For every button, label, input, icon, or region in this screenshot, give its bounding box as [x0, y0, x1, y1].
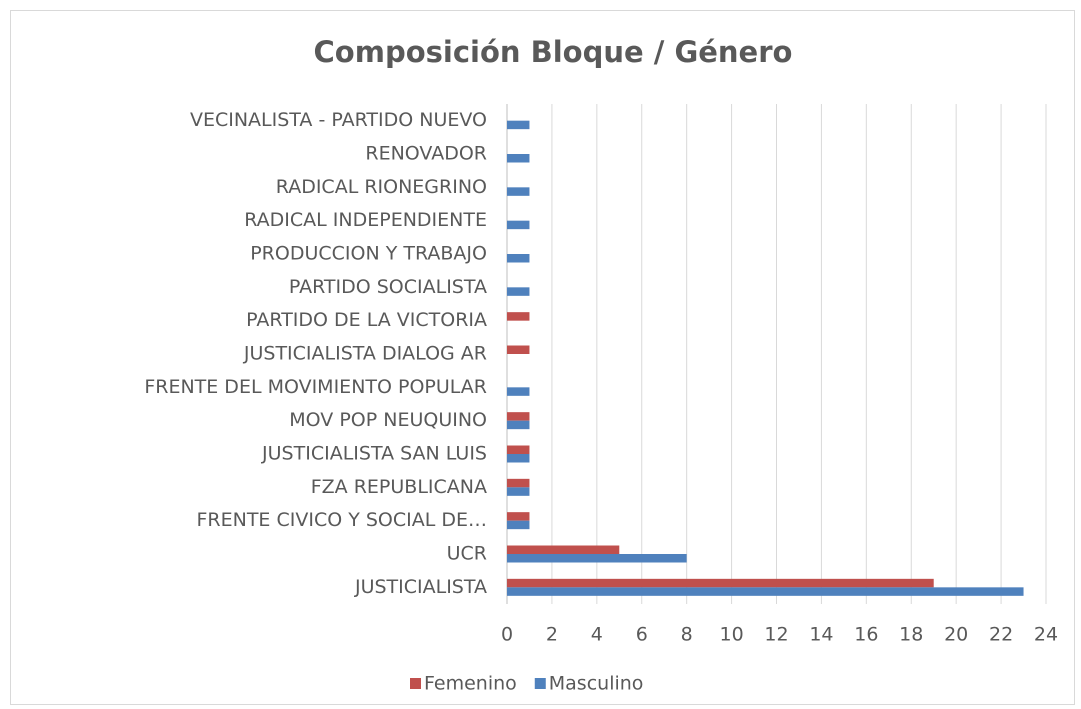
y-tick-label: FZA REPUBLICANA: [311, 476, 487, 498]
legend-label: Masculino: [549, 673, 644, 695]
legend-swatch: [410, 678, 421, 689]
bar: [507, 154, 530, 163]
chart-border: [10, 10, 1075, 705]
bar: [507, 512, 530, 521]
y-tick-label: VECINALISTA - PARTIDO NUEVO: [190, 109, 487, 131]
y-tick-label: RADICAL INDEPENDIENTE: [244, 209, 487, 231]
x-tick-label: 22: [989, 624, 1013, 646]
bar: [507, 420, 530, 430]
bar: [507, 454, 530, 463]
bar: [507, 487, 530, 496]
y-tick-label: FRENTE DEL MOVIMIENTO POPULAR: [144, 376, 487, 398]
y-tick-label: RENOVADOR: [365, 143, 487, 165]
x-tick-label: 24: [1034, 624, 1058, 646]
x-tick-label: 18: [899, 624, 923, 646]
legend-swatch: [534, 678, 546, 689]
x-tick-label: 8: [681, 624, 693, 646]
bar: [507, 587, 1024, 596]
y-tick-label: PARTIDO SOCIALISTA: [289, 276, 487, 298]
y-tick-label: PRODUCCION Y TRABAJO: [250, 243, 487, 265]
x-tick-label: 12: [764, 624, 788, 646]
y-tick-label: JUSTICIALISTA SAN LUIS: [261, 443, 487, 465]
bar: [507, 187, 530, 196]
bar: [507, 545, 620, 554]
bar: [507, 445, 530, 454]
y-tick-label: MOV POP NEUQUINO: [289, 409, 487, 431]
x-tick-label: 0: [501, 624, 513, 646]
legend-label: Femenino: [424, 673, 517, 695]
x-tick-label: 16: [854, 624, 878, 646]
y-tick-label: RADICAL RIONEGRINO: [276, 176, 487, 198]
x-tick-label: 6: [636, 624, 648, 646]
y-tick-label: JUSTICIALISTA: [354, 576, 487, 598]
bar: [507, 345, 530, 354]
x-tick-label: 2: [546, 624, 558, 646]
y-tick-label: JUSTICIALISTA DIALOG AR: [243, 343, 487, 365]
bar: [507, 412, 530, 421]
legend: Femenino Masculino: [410, 673, 643, 695]
chart-title: Composición Bloque / Género: [314, 35, 793, 69]
bar: [507, 312, 530, 321]
x-tick-label: 4: [591, 624, 603, 646]
x-tick-label: 14: [809, 624, 833, 646]
y-tick-label: FRENTE CIVICO Y SOCIAL DE…: [196, 509, 487, 531]
y-tick-label: UCR: [447, 543, 487, 565]
bar: [507, 220, 530, 230]
bar: [507, 287, 530, 296]
x-tick-label: 10: [719, 624, 743, 646]
bar: [507, 578, 934, 588]
y-tick-label: PARTIDO DE LA VICTORIA: [246, 309, 487, 331]
bar: [507, 120, 530, 130]
bar: [507, 554, 687, 563]
x-tick-label: 20: [944, 624, 968, 646]
bar: [507, 254, 530, 263]
bar: [507, 387, 530, 396]
bar: [507, 520, 530, 530]
bar: [507, 478, 530, 488]
